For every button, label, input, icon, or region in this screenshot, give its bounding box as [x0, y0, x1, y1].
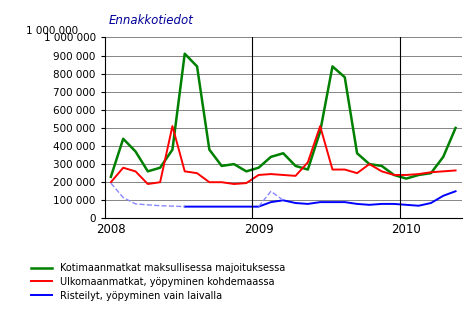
Kotimaanmatkat maksullisessa majoituksessa — [194, 65, 200, 68]
Ulkomaanmatkat, yöpyminen kohdemaassa — [280, 173, 286, 177]
Ulkomaanmatkat, yöpyminen kohdemaassa — [268, 172, 274, 176]
Kotimaanmatkat maksullisessa majoituksessa — [404, 177, 409, 180]
Ulkomaanmatkat, yöpyminen kohdemaassa — [219, 180, 225, 184]
Kotimaanmatkat maksullisessa majoituksessa — [182, 52, 188, 56]
Risteilyt, yöpyminen vain laivalla — [305, 202, 311, 206]
Kotimaanmatkat maksullisessa majoituksessa — [157, 166, 163, 170]
Risteilyt, yöpyminen vain laivalla — [342, 200, 347, 204]
Line: Ulkomaanmatkat, yöpyminen kohdemaassa: Ulkomaanmatkat, yöpyminen kohdemaassa — [111, 126, 456, 184]
Kotimaanmatkat maksullisessa majoituksessa — [280, 151, 286, 155]
Ulkomaanmatkat, yöpyminen kohdemaassa — [231, 182, 237, 186]
Kotimaanmatkat maksullisessa majoituksessa — [305, 168, 311, 171]
Ulkomaanmatkat, yöpyminen kohdemaassa — [243, 181, 249, 185]
Risteilyt, yöpyminen vain laivalla — [243, 205, 249, 208]
Ulkomaanmatkat, yöpyminen kohdemaassa — [194, 171, 200, 175]
Ulkomaanmatkat, yöpyminen kohdemaassa — [329, 168, 335, 171]
Kotimaanmatkat maksullisessa majoituksessa — [207, 148, 212, 152]
Ulkomaanmatkat, yöpyminen kohdemaassa — [256, 173, 261, 177]
Kotimaanmatkat maksullisessa majoituksessa — [367, 162, 372, 166]
Ulkomaanmatkat, yöpyminen kohdemaassa — [379, 169, 385, 173]
Ulkomaanmatkat, yöpyminen kohdemaassa — [342, 168, 347, 171]
Kotimaanmatkat maksullisessa majoituksessa — [342, 76, 347, 79]
Ulkomaanmatkat, yöpyminen kohdemaassa — [120, 166, 126, 170]
Risteilyt, yöpyminen vain laivalla — [404, 203, 409, 207]
Risteilyt, yöpyminen vain laivalla — [329, 200, 335, 204]
Kotimaanmatkat maksullisessa majoituksessa — [453, 126, 458, 130]
Ulkomaanmatkat, yöpyminen kohdemaassa — [317, 124, 323, 128]
Risteilyt, yöpyminen vain laivalla — [354, 202, 360, 206]
Risteilyt, yöpyminen vain laivalla — [317, 200, 323, 204]
Risteilyt, yöpyminen vain laivalla — [268, 200, 274, 204]
Kotimaanmatkat maksullisessa majoituksessa — [256, 166, 261, 170]
Risteilyt, yöpyminen vain laivalla — [428, 201, 434, 205]
Kotimaanmatkat maksullisessa majoituksessa — [231, 162, 237, 166]
Line: Kotimaanmatkat maksullisessa majoituksessa: Kotimaanmatkat maksullisessa majoitukses… — [111, 54, 456, 178]
Kotimaanmatkat maksullisessa majoituksessa — [120, 137, 126, 141]
Kotimaanmatkat maksullisessa majoituksessa — [268, 155, 274, 159]
Kotimaanmatkat maksullisessa majoituksessa — [317, 130, 323, 134]
Ulkomaanmatkat, yöpyminen kohdemaassa — [182, 169, 188, 173]
Risteilyt, yöpyminen vain laivalla — [219, 205, 225, 208]
Text: Ennakkotiedot: Ennakkotiedot — [108, 14, 193, 27]
Ulkomaanmatkat, yöpyminen kohdemaassa — [440, 169, 446, 173]
Risteilyt, yöpyminen vain laivalla — [293, 201, 298, 205]
Ulkomaanmatkat, yöpyminen kohdemaassa — [367, 162, 372, 166]
Kotimaanmatkat maksullisessa majoituksessa — [416, 173, 421, 177]
Risteilyt, yöpyminen vain laivalla — [231, 205, 237, 208]
Ulkomaanmatkat, yöpyminen kohdemaassa — [293, 174, 298, 178]
Risteilyt, yöpyminen vain laivalla — [256, 205, 261, 208]
Line: Risteilyt, yöpyminen vain laivalla: Risteilyt, yöpyminen vain laivalla — [185, 191, 456, 207]
Kotimaanmatkat maksullisessa majoituksessa — [108, 175, 114, 179]
Risteilyt, yöpyminen vain laivalla — [182, 205, 188, 208]
Legend: Kotimaanmatkat maksullisessa majoituksessa, Ulkomaanmatkat, yöpyminen kohdemaass: Kotimaanmatkat maksullisessa majoitukses… — [31, 263, 286, 301]
Ulkomaanmatkat, yöpyminen kohdemaassa — [305, 160, 311, 164]
Ulkomaanmatkat, yöpyminen kohdemaassa — [428, 170, 434, 174]
Kotimaanmatkat maksullisessa majoituksessa — [243, 169, 249, 173]
Ulkomaanmatkat, yöpyminen kohdemaassa — [391, 173, 397, 177]
Risteilyt, yöpyminen vain laivalla — [440, 194, 446, 198]
Risteilyt, yöpyminen vain laivalla — [391, 202, 397, 206]
Kotimaanmatkat maksullisessa majoituksessa — [133, 149, 139, 153]
Ulkomaanmatkat, yöpyminen kohdemaassa — [157, 180, 163, 184]
Text: 1 000 000: 1 000 000 — [26, 26, 79, 36]
Kotimaanmatkat maksullisessa majoituksessa — [428, 171, 434, 175]
Ulkomaanmatkat, yöpyminen kohdemaassa — [207, 180, 212, 184]
Risteilyt, yöpyminen vain laivalla — [367, 203, 372, 207]
Risteilyt, yöpyminen vain laivalla — [453, 189, 458, 193]
Risteilyt, yöpyminen vain laivalla — [194, 205, 200, 208]
Risteilyt, yöpyminen vain laivalla — [280, 198, 286, 202]
Kotimaanmatkat maksullisessa majoituksessa — [354, 151, 360, 155]
Ulkomaanmatkat, yöpyminen kohdemaassa — [404, 173, 409, 177]
Kotimaanmatkat maksullisessa majoituksessa — [329, 65, 335, 68]
Ulkomaanmatkat, yöpyminen kohdemaassa — [133, 169, 139, 173]
Kotimaanmatkat maksullisessa majoituksessa — [145, 169, 151, 173]
Kotimaanmatkat maksullisessa majoituksessa — [169, 148, 175, 152]
Ulkomaanmatkat, yöpyminen kohdemaassa — [169, 124, 175, 128]
Kotimaanmatkat maksullisessa majoituksessa — [440, 155, 446, 159]
Ulkomaanmatkat, yöpyminen kohdemaassa — [108, 180, 114, 184]
Risteilyt, yöpyminen vain laivalla — [416, 204, 421, 207]
Ulkomaanmatkat, yöpyminen kohdemaassa — [453, 168, 458, 172]
Kotimaanmatkat maksullisessa majoituksessa — [293, 164, 298, 168]
Risteilyt, yöpyminen vain laivalla — [207, 205, 212, 208]
Kotimaanmatkat maksullisessa majoituksessa — [219, 164, 225, 168]
Ulkomaanmatkat, yöpyminen kohdemaassa — [354, 171, 360, 175]
Kotimaanmatkat maksullisessa majoituksessa — [379, 164, 385, 168]
Kotimaanmatkat maksullisessa majoituksessa — [391, 173, 397, 177]
Ulkomaanmatkat, yöpyminen kohdemaassa — [145, 182, 151, 186]
Risteilyt, yöpyminen vain laivalla — [379, 202, 385, 206]
Ulkomaanmatkat, yöpyminen kohdemaassa — [416, 172, 421, 176]
